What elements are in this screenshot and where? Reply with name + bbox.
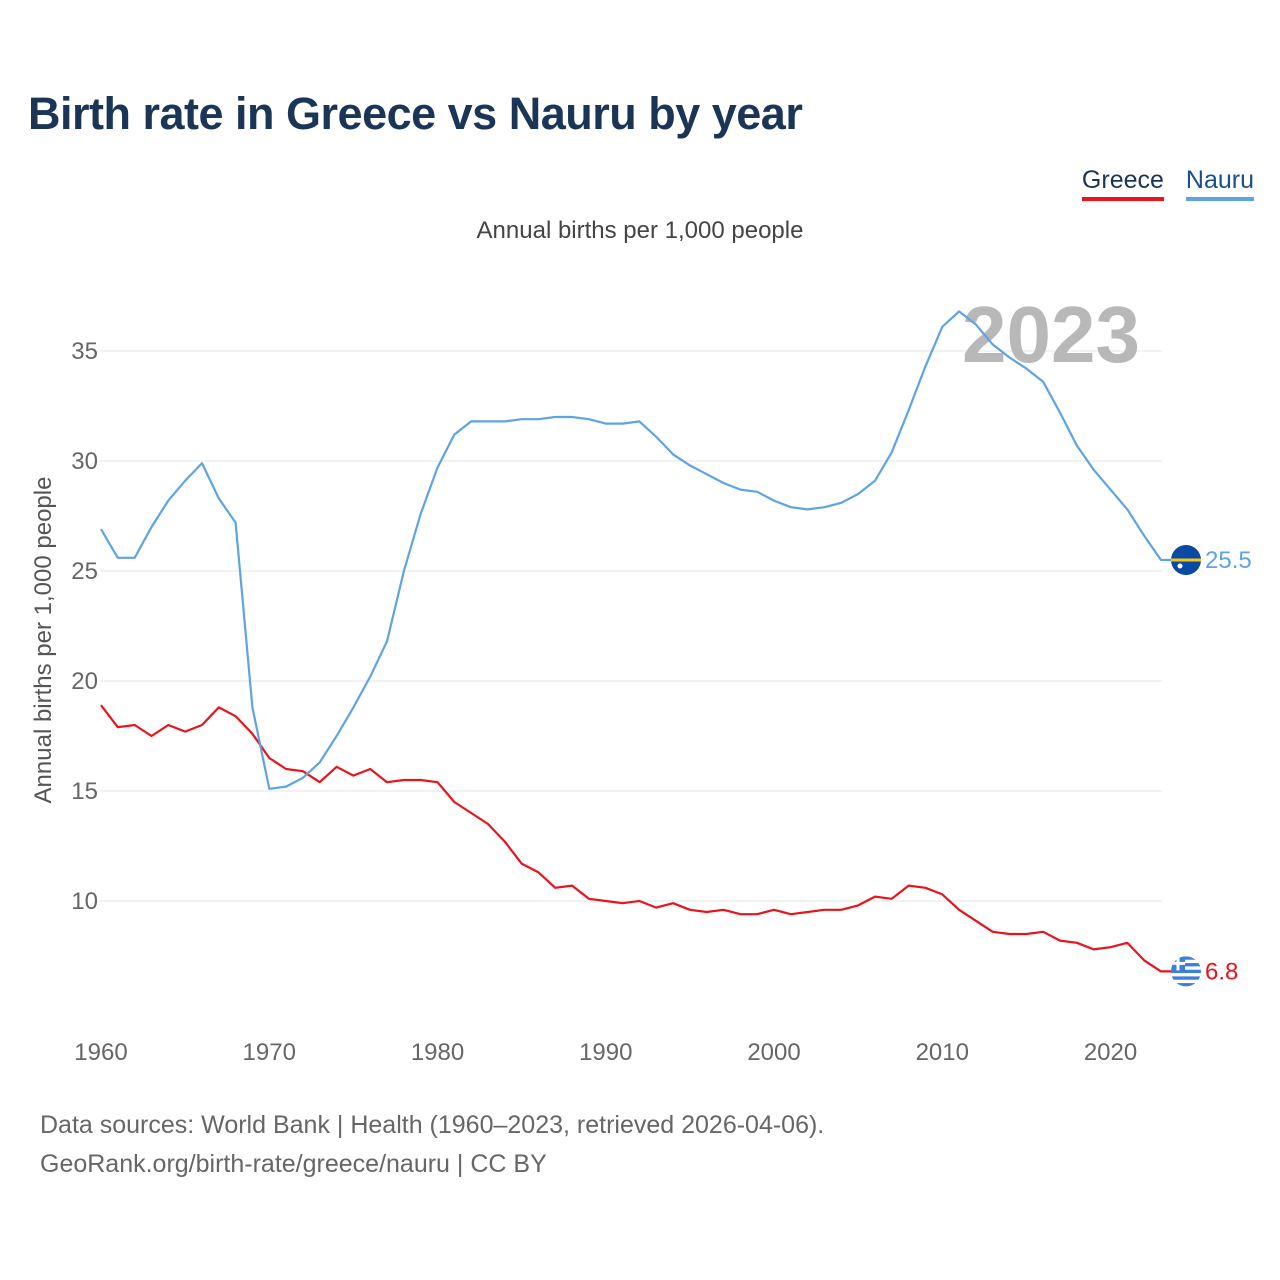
y-tick-label: 15 [71, 778, 98, 805]
series-line-greece[interactable] [100, 704, 1171, 973]
x-tick-label: 1990 [579, 1039, 632, 1066]
series-lines [100, 310, 1171, 973]
x-tick-label: 1960 [74, 1039, 127, 1066]
x-axis-ticks: 1960 1970 1980 1990 2000 2010 2020 [74, 1039, 1137, 1066]
nauru-flag-icon [1171, 545, 1201, 575]
x-tick-label: 2000 [747, 1039, 800, 1066]
y-tick-label: 30 [71, 448, 98, 475]
end-value-label-nauru: 25.5 [1205, 547, 1252, 574]
legend: Greece Nauru [1081, 166, 1254, 201]
end-value-label-greece: 6.8 [1205, 958, 1238, 985]
y-tick-label: 20 [71, 668, 98, 695]
legend-item-nauru[interactable]: Nauru [1185, 166, 1254, 201]
series-end-markers: 6.8 25.5 [1171, 545, 1252, 987]
footer-link[interactable]: GeoRank.org/birth-rate/greece/nauru | CC… [40, 1150, 547, 1178]
y-tick-label: 10 [71, 888, 98, 915]
x-tick-label: 1970 [243, 1039, 296, 1066]
y-axis-ticks: 10 15 20 25 30 35 [71, 338, 98, 915]
y-tick-label: 25 [71, 558, 98, 585]
year-label: 2023 [962, 290, 1140, 379]
footer: Data sources: World Bank | Health (1960–… [40, 1106, 824, 1184]
y-tick-label: 35 [71, 338, 98, 365]
x-tick-label: 2020 [1084, 1039, 1137, 1066]
y-axis-label: Annual births per 1,000 people [30, 477, 57, 804]
grid-lines [100, 350, 1162, 902]
chart-title: Birth rate in Greece vs Nauru by year [28, 88, 803, 139]
chart-subtitle: Annual births per 1,000 people [476, 217, 804, 244]
series-line-nauru[interactable] [100, 310, 1171, 790]
footer-source: Data sources: World Bank | Health (1960–… [40, 1111, 825, 1139]
x-tick-label: 2010 [916, 1039, 969, 1066]
greece-flag-icon [1171, 956, 1201, 987]
legend-item-greece[interactable]: Greece [1081, 166, 1164, 201]
x-tick-label: 1980 [411, 1039, 464, 1066]
